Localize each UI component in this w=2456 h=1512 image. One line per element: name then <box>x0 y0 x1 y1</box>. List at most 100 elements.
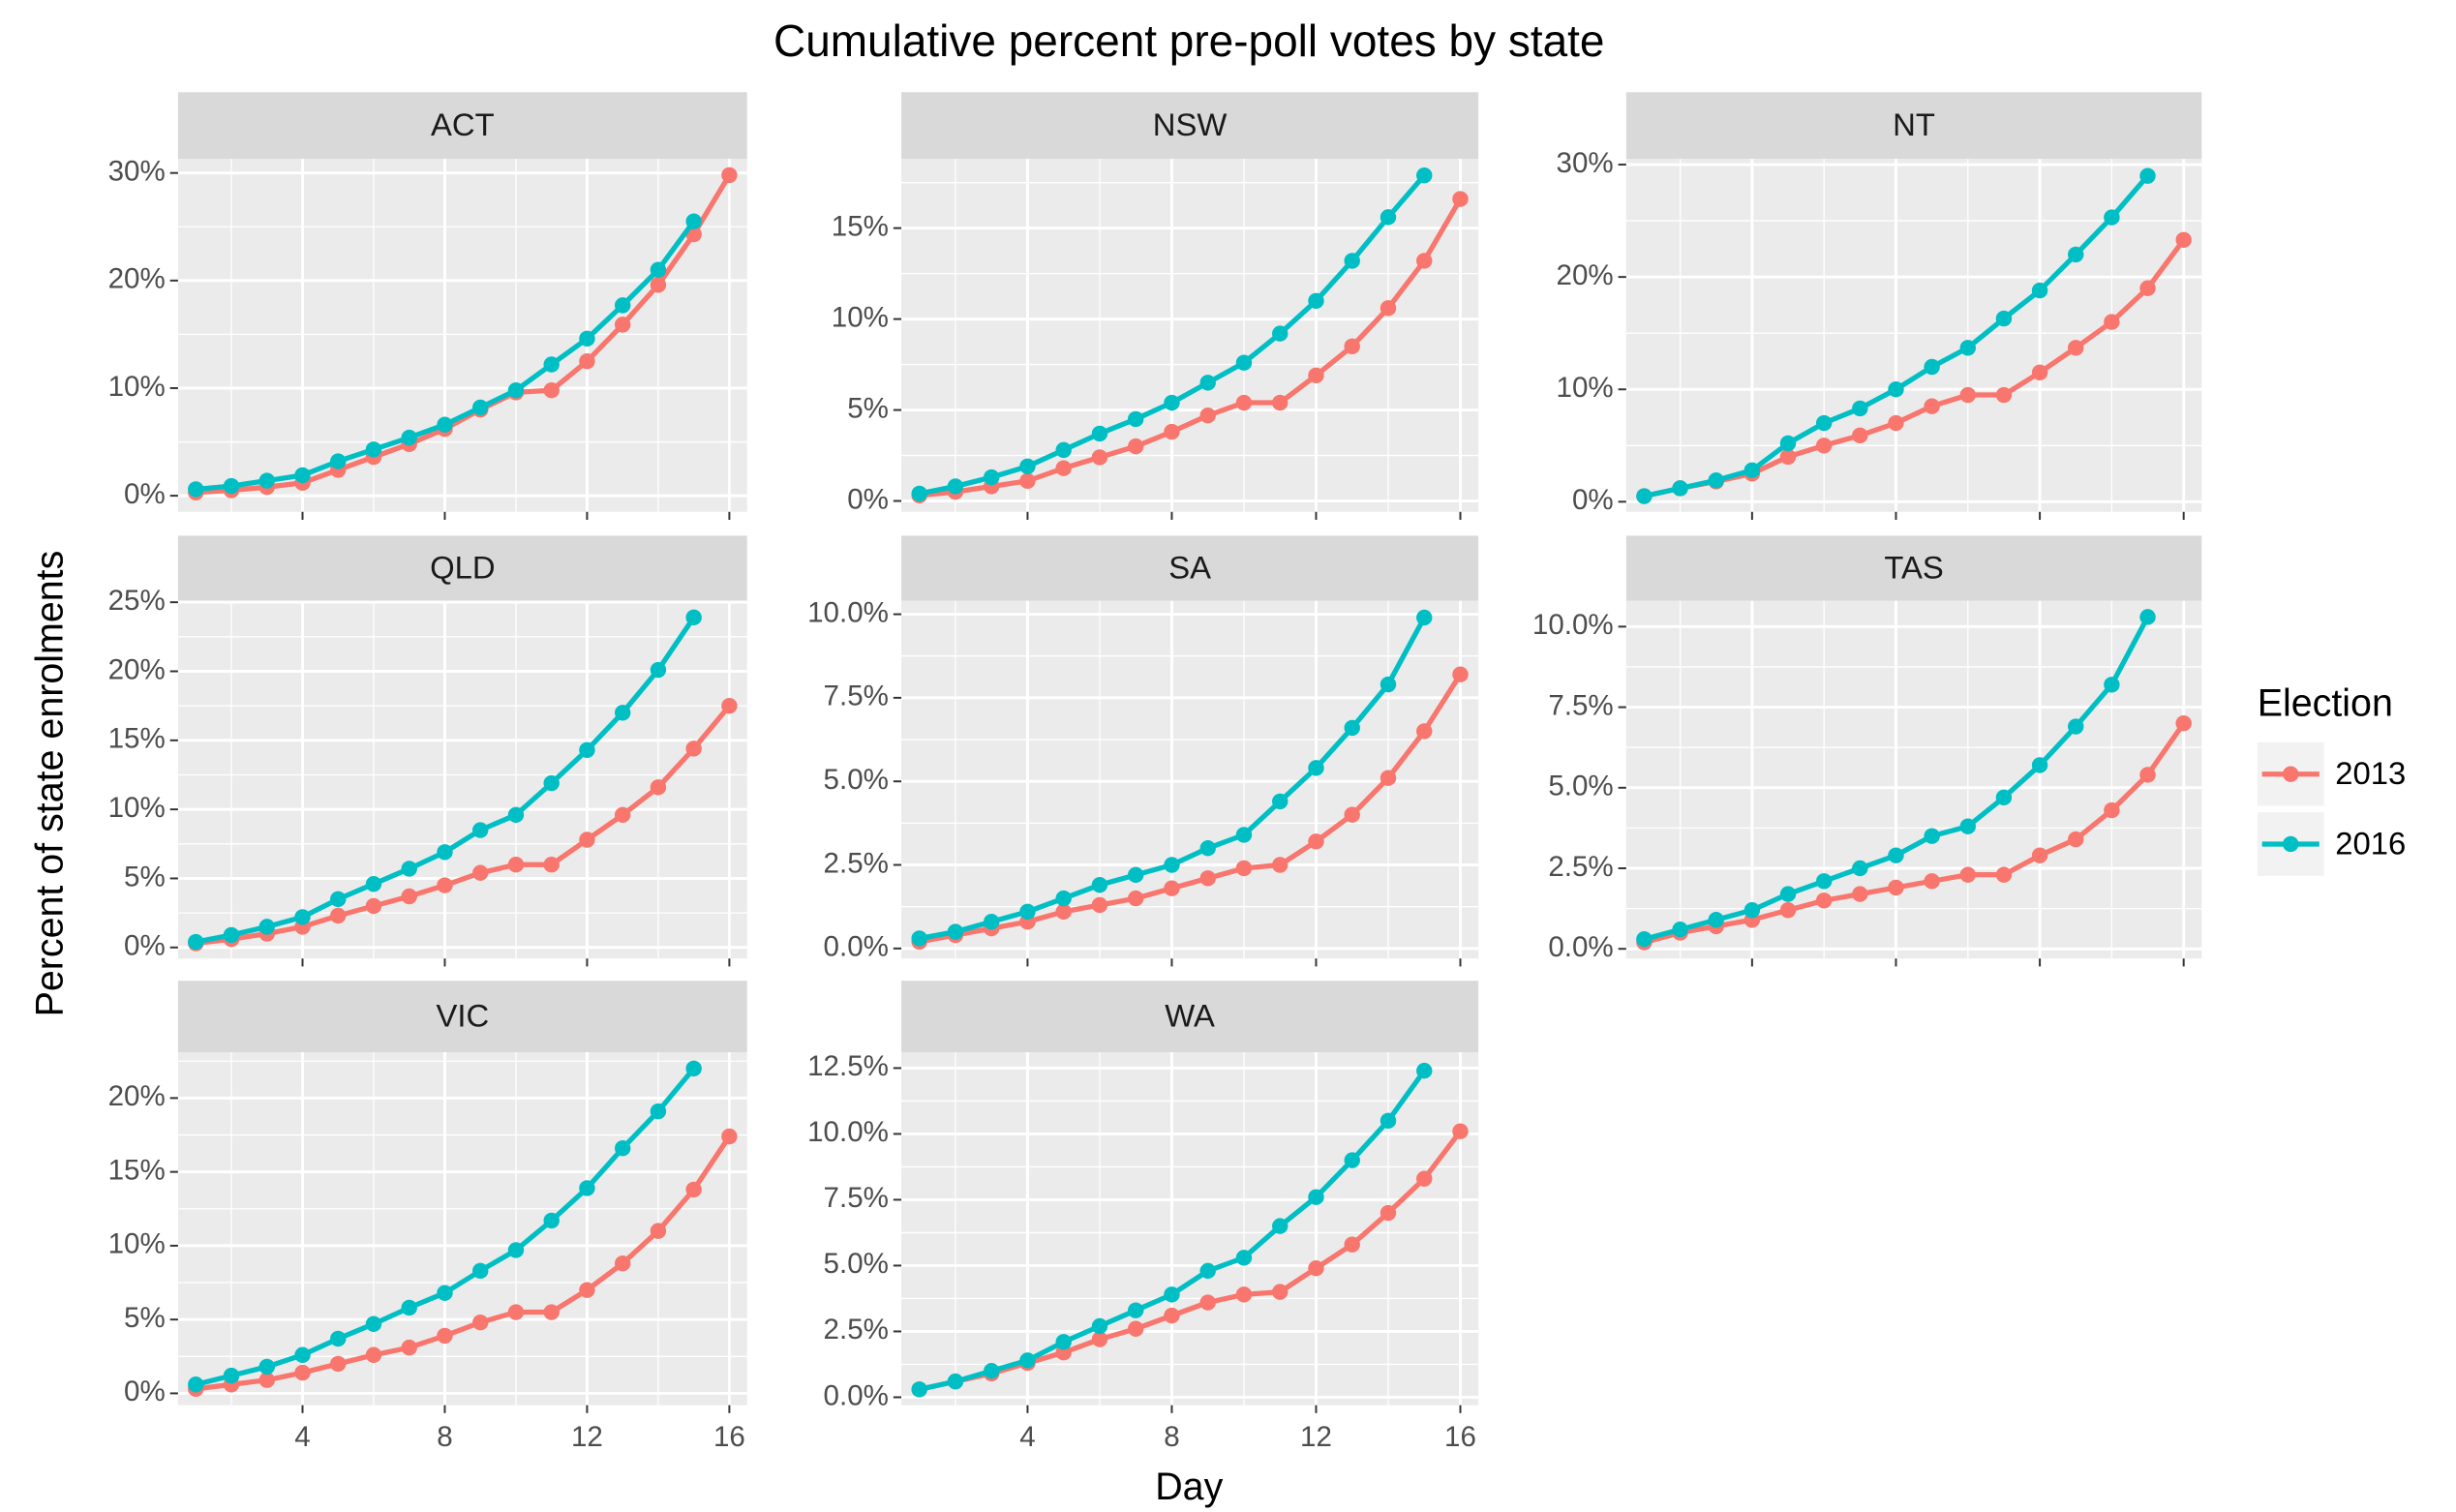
data-point <box>1055 890 1072 907</box>
strip <box>901 981 1479 1053</box>
data-point <box>1235 860 1253 877</box>
data-point <box>1959 866 1976 883</box>
data-point <box>579 352 595 370</box>
data-point <box>1019 903 1036 921</box>
y-tick-label: 2.5% <box>824 847 889 879</box>
data-point <box>650 277 667 293</box>
y-tick-label: 12.5% <box>807 1050 889 1082</box>
data-point <box>2031 364 2048 381</box>
x-axis-title: Day <box>1155 1466 1223 1508</box>
data-point <box>188 481 204 498</box>
data-point <box>1380 1112 1397 1130</box>
data-point <box>1127 890 1144 907</box>
data-point <box>1416 609 1433 626</box>
y-tick-label: 0% <box>1572 484 1614 516</box>
strip <box>1625 535 2202 601</box>
data-point <box>1199 870 1216 887</box>
data-point <box>1416 723 1433 740</box>
data-point <box>685 741 702 757</box>
data-point <box>1888 414 1904 432</box>
data-point <box>1091 425 1108 442</box>
data-point <box>1852 860 1868 877</box>
data-point <box>294 467 311 484</box>
data-point <box>1164 394 1180 411</box>
data-point <box>911 930 927 947</box>
data-point <box>1272 325 1289 342</box>
data-point <box>1019 458 1036 475</box>
y-tick-label: 0% <box>124 1376 166 1407</box>
data-point <box>1959 386 1976 404</box>
y-tick-label: 30% <box>1557 147 1614 179</box>
data-point <box>543 381 560 399</box>
data-point <box>1272 1284 1289 1300</box>
data-point <box>1815 414 1833 432</box>
data-point <box>911 1381 927 1398</box>
y-tick-label: 5% <box>124 1302 166 1334</box>
data-point <box>1779 448 1797 466</box>
data-point <box>2104 801 2120 819</box>
panel <box>1625 600 2202 959</box>
data-point <box>2175 715 2192 732</box>
data-point <box>983 1363 1000 1379</box>
strip <box>177 535 747 601</box>
y-tick-label: 2.5% <box>824 1314 889 1346</box>
data-point <box>294 1364 311 1381</box>
data-point <box>1852 886 1868 902</box>
y-tick-label: 10% <box>832 301 889 333</box>
y-tick-label: 15% <box>108 1154 166 1186</box>
y-tick-label: 5% <box>124 861 166 892</box>
data-point <box>685 1181 702 1198</box>
data-point <box>2139 609 2156 625</box>
y-tick-label: 5% <box>847 392 889 424</box>
data-point <box>614 705 631 721</box>
y-tick-label: 0% <box>124 930 166 962</box>
data-point <box>1708 472 1724 489</box>
data-point <box>1924 358 1940 376</box>
y-tick-label: 15% <box>832 210 889 242</box>
data-point <box>472 822 489 838</box>
data-point <box>1852 400 1868 417</box>
data-point <box>2068 246 2084 263</box>
data-point <box>1019 1352 1036 1369</box>
data-point <box>1708 912 1724 928</box>
data-point <box>1959 340 1976 356</box>
data-point <box>1924 398 1940 414</box>
data-point <box>1272 793 1289 810</box>
data-point <box>1380 770 1397 786</box>
data-point <box>1308 367 1324 384</box>
data-point <box>365 441 382 458</box>
data-point <box>2104 209 2120 226</box>
y-tick-label: 10.0% <box>807 596 889 628</box>
data-point <box>2068 831 2084 848</box>
data-point <box>472 399 489 416</box>
data-point <box>1995 386 2013 404</box>
data-point <box>294 1346 311 1363</box>
data-point <box>1091 896 1108 914</box>
data-point <box>472 1314 489 1331</box>
data-point <box>223 477 240 495</box>
data-point <box>1743 902 1761 919</box>
data-point <box>188 933 204 951</box>
strip <box>901 535 1479 601</box>
x-tick-label: 4 <box>294 1421 310 1453</box>
x-tick-label: 8 <box>437 1421 452 1453</box>
legend-label: 2013 <box>2335 755 2406 791</box>
data-point <box>1235 394 1253 411</box>
panel <box>177 600 747 959</box>
data-point <box>685 213 702 229</box>
y-tick-label: 10% <box>108 792 166 824</box>
data-point <box>294 909 311 925</box>
data-point <box>1416 1170 1433 1187</box>
strip <box>177 981 747 1053</box>
data-point <box>437 1285 453 1301</box>
data-point <box>2139 767 2156 783</box>
data-point <box>2031 757 2048 773</box>
data-point <box>721 697 738 714</box>
data-point <box>614 806 631 824</box>
data-point <box>401 429 417 446</box>
data-point <box>1888 847 1904 863</box>
legend-title: Election <box>2258 682 2393 725</box>
data-point <box>1959 818 1976 834</box>
data-point <box>1815 892 1833 909</box>
